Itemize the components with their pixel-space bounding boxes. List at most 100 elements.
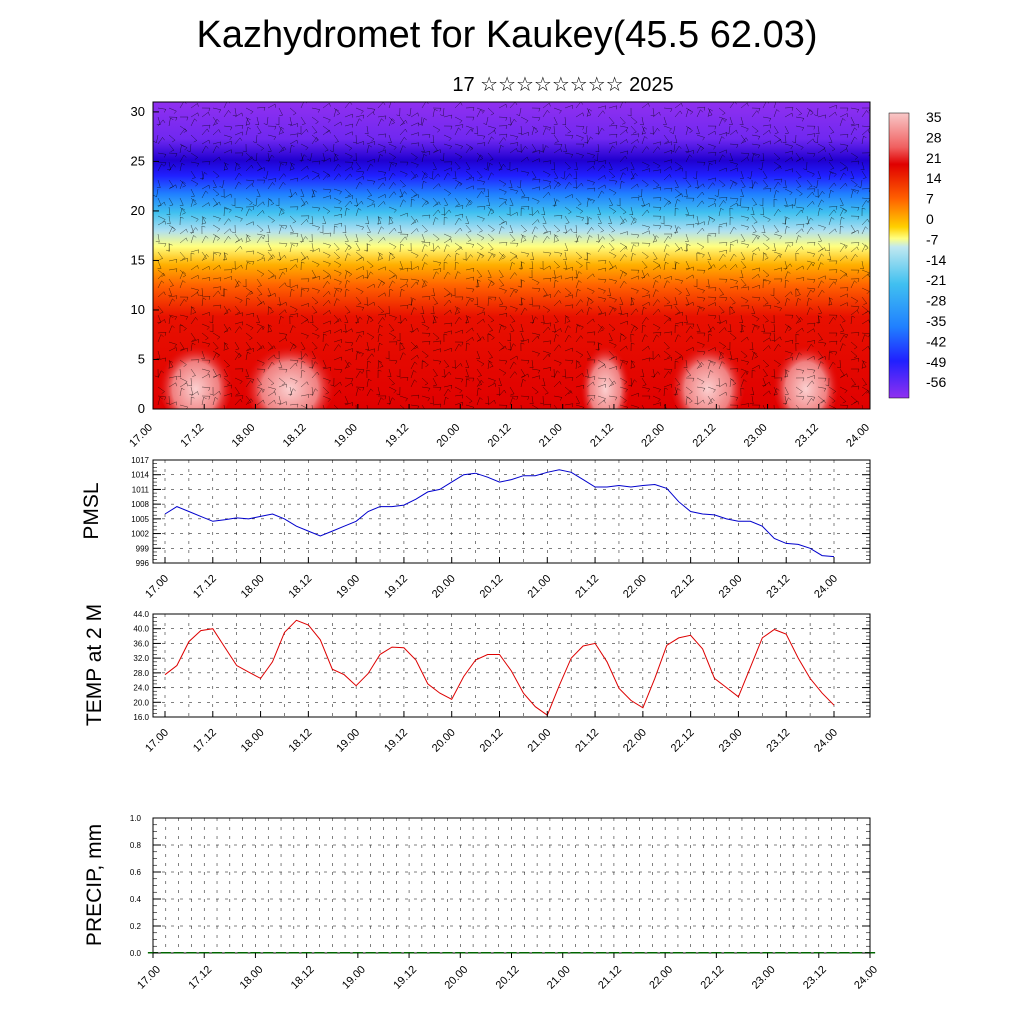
precip-bar xyxy=(365,952,376,954)
y-tick-label: 44.0 xyxy=(133,610,149,619)
x-tick-label: 20.00 xyxy=(442,964,470,992)
precip-bar xyxy=(596,952,607,954)
precip-y-axis: 0.0 0.2 0.4 0.6 0.8 1.0 xyxy=(130,814,870,958)
precip-bar xyxy=(480,952,492,954)
precip-bar xyxy=(685,952,696,954)
cross-x-tick-label: 21.00 xyxy=(537,422,565,450)
y-tick-label: 30 xyxy=(131,104,145,119)
precip-bar xyxy=(339,952,351,954)
precip-grid xyxy=(152,817,871,954)
x-tick-label: 17.00 xyxy=(135,964,163,992)
x-tick-label: 24.00 xyxy=(812,573,840,601)
temp-series-line xyxy=(164,619,835,716)
precip-bar xyxy=(288,952,299,954)
y-tick-label: 32.0 xyxy=(133,654,149,663)
pmsl-y-axis: 996 999 1002 1005 1008 1011 1014 1017 xyxy=(131,456,870,568)
x-tick-label: 24.00 xyxy=(812,727,840,755)
pmsl-ylabel: PMSL xyxy=(80,482,103,539)
precip-bar xyxy=(506,952,517,954)
colorbar-label: 21 xyxy=(926,150,942,166)
y-tick-label: 20.0 xyxy=(133,698,149,707)
y-tick-label: 0.8 xyxy=(130,841,142,850)
precip-bar xyxy=(199,952,210,954)
x-tick-label: 24.00 xyxy=(852,964,880,992)
cross-x-tick-label: 23.00 xyxy=(742,422,770,450)
y-tick-label: 36.0 xyxy=(133,639,149,648)
colorbar-label: -14 xyxy=(926,252,946,268)
y-tick-label: 999 xyxy=(136,544,150,553)
x-tick-label: 23.12 xyxy=(801,964,829,992)
precip-ylabel: PRECIP, mm xyxy=(83,824,106,946)
x-tick-label: 20.12 xyxy=(478,573,506,601)
cross-section-y-axis: 0 5 10 15 20 25 30 xyxy=(131,104,159,416)
y-tick-label: 24.0 xyxy=(133,684,149,693)
precip-x-axis: 17.00 17.12 18.00 18.12 19.00 19.12 20.00 20.12… xyxy=(135,953,880,992)
y-tick-label: 40.0 xyxy=(133,625,149,634)
cross-x-tick-label: 21.12 xyxy=(588,422,616,450)
colorbar-labels: 35 28 21 14 7 0 -7 -14 -21 -28 -35 -42 -49 -56 xyxy=(926,109,946,390)
cross-x-tick-label: 19.00 xyxy=(332,422,360,450)
colorbar-bar xyxy=(888,112,910,399)
heat-blob xyxy=(157,335,235,409)
heat-blob xyxy=(242,335,337,409)
precip-bar xyxy=(327,952,338,954)
precip-bar xyxy=(352,952,363,954)
precip-bar xyxy=(647,952,658,954)
cross-x-tick-label: 20.00 xyxy=(434,422,462,450)
cross-x-tick-label: 23.12 xyxy=(793,422,821,450)
precip-bar xyxy=(634,952,645,954)
precip-bar xyxy=(621,952,632,954)
colorbar-label: -49 xyxy=(926,354,946,370)
colorbar: 35 28 21 14 7 0 -7 -14 -21 -28 -35 -42 -49 -56 xyxy=(888,109,946,399)
x-tick-label: 19.12 xyxy=(382,573,410,601)
y-tick-label: 28.0 xyxy=(133,669,149,678)
x-tick-label: 23.12 xyxy=(764,573,792,601)
temp-frame xyxy=(152,613,871,718)
temp-panel: 16.020.024.028.032.036.040.044.0 17.00 17… xyxy=(83,604,871,755)
precip-bar xyxy=(263,952,274,954)
temp-x-axis: 17.00 17.12 18.00 18.12 19.00 19.12 20.00 20.12… xyxy=(143,711,840,755)
colorbar-label: 7 xyxy=(926,191,934,207)
x-tick-label: 23.00 xyxy=(750,964,778,992)
cross-x-tick-label: 22.12 xyxy=(691,422,719,450)
colorbar-label: -28 xyxy=(926,293,946,309)
x-tick-label: 23.00 xyxy=(717,573,745,601)
precip-bar xyxy=(775,952,786,954)
cross-section-panel: 0 5 10 15 20 25 30 17.00 17.12 18.00 18.12 19.00 19… xyxy=(127,101,872,450)
x-tick-label: 23.12 xyxy=(764,727,792,755)
y-tick-label: 1.0 xyxy=(130,814,142,823)
colorbar-label: 28 xyxy=(926,129,942,145)
precip-bar xyxy=(519,952,530,954)
precip-bar xyxy=(442,952,453,954)
precip-bar xyxy=(314,952,325,954)
cross-x-tick-label: 24.00 xyxy=(844,422,872,450)
colorbar-label: -35 xyxy=(926,313,946,329)
x-tick-label: 17.12 xyxy=(191,573,219,601)
precip-bar xyxy=(429,952,440,954)
wind-barbs xyxy=(153,102,870,409)
precip-bar xyxy=(608,952,620,954)
precip-bar xyxy=(724,952,735,954)
y-tick-label: 0 xyxy=(138,401,145,416)
x-tick-label: 22.12 xyxy=(699,964,727,992)
x-tick-label: 20.00 xyxy=(430,727,458,755)
precip-bar xyxy=(275,952,287,954)
precip-bar xyxy=(788,952,799,954)
x-tick-label: 23.00 xyxy=(717,727,745,755)
y-tick-label: 16.0 xyxy=(133,713,149,722)
precip-bar xyxy=(186,952,197,954)
y-tick-label: 15 xyxy=(131,252,145,267)
x-tick-label: 21.12 xyxy=(573,573,601,601)
precip-bar xyxy=(403,952,415,954)
precip-bar xyxy=(839,952,850,954)
x-tick-label: 18.12 xyxy=(287,573,315,601)
heat-blob xyxy=(669,335,747,409)
precip-bar xyxy=(557,952,568,954)
x-tick-label: 17.12 xyxy=(191,727,219,755)
precip-bar xyxy=(301,952,312,954)
x-tick-label: 20.12 xyxy=(478,727,506,755)
y-tick-label: 1002 xyxy=(131,530,149,539)
temp-y-axis: 16.0 20.0 24.0 28.0 32.0 36.0 40.0 44.0 xyxy=(133,610,870,722)
x-tick-label: 22.00 xyxy=(621,727,649,755)
precip-bar xyxy=(711,952,722,954)
